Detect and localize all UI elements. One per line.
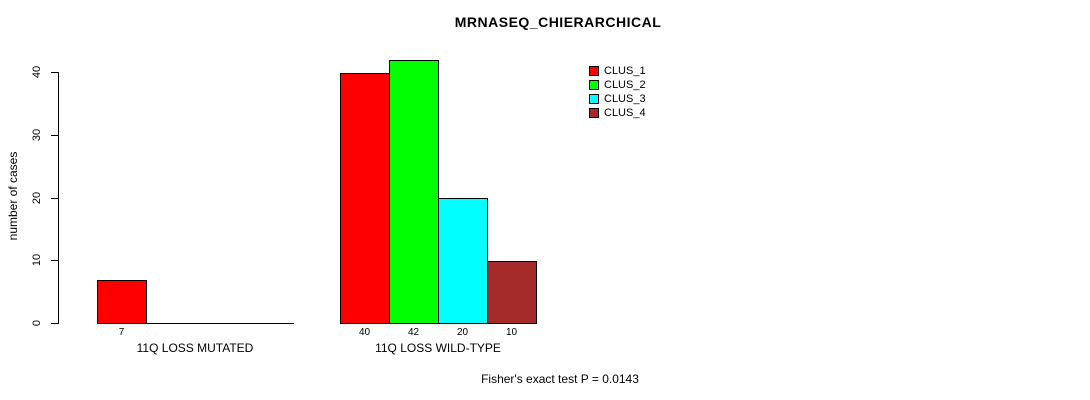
bar [389,60,439,324]
bar [97,280,147,324]
y-tick-label: 20 [31,191,43,205]
bar [438,198,488,324]
bar-value-label: 40 [358,327,371,338]
bar [487,261,537,324]
annotation-text: Fisher's exact test P = 0.0143 [481,372,639,386]
legend-label: CLUS_3 [604,93,646,105]
y-axis-tick [51,323,58,324]
bar-value-label: 20 [456,327,469,338]
x-baseline [97,323,294,324]
legend-swatch [589,66,599,76]
bar [340,73,390,324]
y-axis-line [58,72,59,324]
y-tick-label: 10 [31,253,43,267]
y-tick-label: 0 [31,319,43,327]
legend-label: CLUS_1 [604,65,646,77]
bar-value-label: 7 [118,327,125,338]
y-tick-label: 40 [31,65,43,79]
y-axis-tick [51,260,58,261]
y-axis-tick [51,72,58,73]
chart-title: MRNASEQ_CHIERARCHICAL [454,14,662,30]
legend-label: CLUS_2 [604,79,646,91]
y-tick-label: 30 [31,128,43,142]
y-axis-tick [51,135,58,136]
legend-swatch [589,80,599,90]
y-axis-label: number of cases [6,151,20,241]
legend-label: CLUS_4 [604,107,646,119]
legend-swatch [589,94,599,104]
legend-swatch [589,108,599,118]
category-label: 11Q LOSS WILD-TYPE [375,341,501,355]
y-axis-tick [51,198,58,199]
category-label: 11Q LOSS MUTATED [136,341,254,355]
bar-value-label: 42 [407,327,420,338]
bar-value-label: 10 [505,327,518,338]
